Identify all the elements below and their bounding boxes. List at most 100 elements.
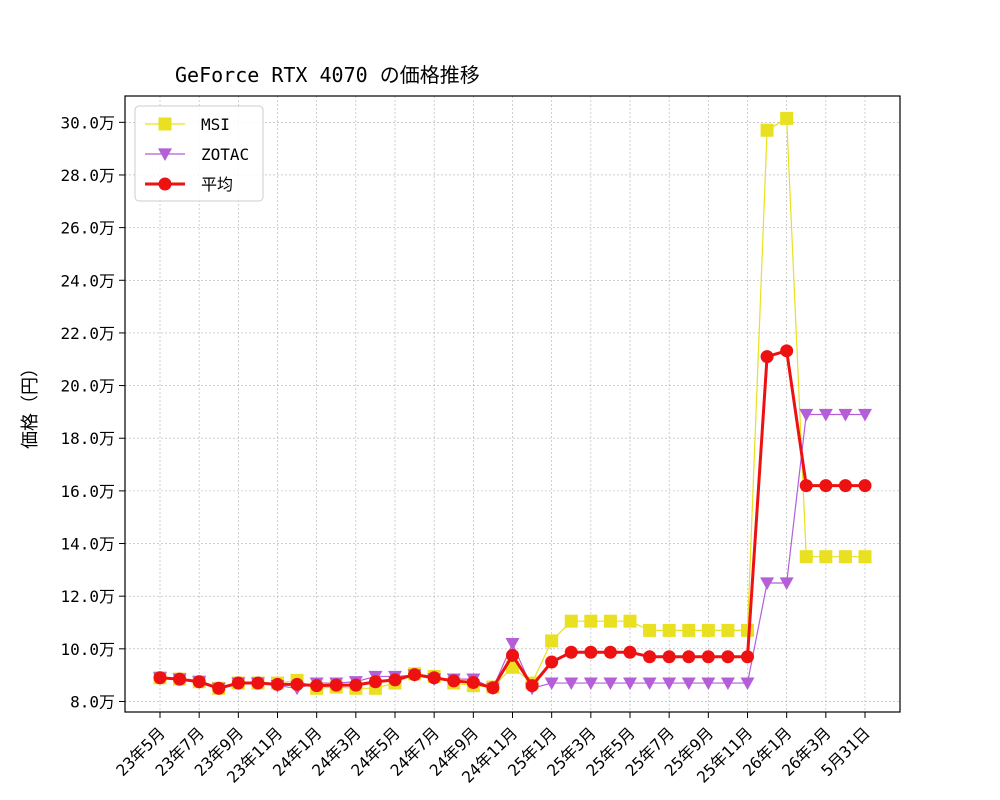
data-point-average (682, 650, 696, 664)
data-point-zotac (505, 637, 520, 651)
data-point-average (408, 668, 422, 682)
data-point-average (486, 681, 500, 695)
legend-swatch-marker (158, 117, 172, 131)
data-point-zotac (818, 408, 833, 422)
data-point-average (525, 679, 539, 693)
y-tick-label: 30.0万 (60, 113, 115, 132)
chart-title: GeForce RTX 4070 の価格推移 (175, 63, 480, 87)
data-point-average (290, 677, 304, 691)
y-tick-label: 8.0万 (70, 692, 115, 711)
data-point-average (231, 676, 245, 690)
legend-item-msi: MSI (145, 115, 230, 134)
data-point-average (271, 677, 284, 691)
y-tick-label: 12.0万 (60, 587, 115, 606)
data-point-msi (819, 550, 833, 564)
data-point-msi (623, 614, 637, 628)
data-point-msi (701, 623, 715, 637)
data-point-zotac (583, 677, 598, 691)
data-point-msi (780, 111, 794, 125)
data-point-average (251, 676, 265, 690)
data-point-average (427, 671, 441, 685)
data-point-average (506, 648, 519, 662)
data-point-zotac (799, 408, 814, 422)
legend-label: MSI (201, 115, 230, 134)
data-point-msi (799, 550, 813, 564)
data-point-msi (662, 623, 676, 637)
data-point-msi (545, 634, 559, 648)
data-point-average (192, 675, 206, 689)
data-point-average (701, 650, 715, 664)
data-point-msi (564, 614, 578, 628)
data-point-average (310, 679, 324, 693)
y-tick-label: 26.0万 (60, 219, 115, 238)
data-point-average (623, 645, 637, 659)
series-layer (153, 111, 872, 696)
data-point-average (603, 645, 617, 659)
data-point-average (388, 673, 402, 687)
grid (125, 96, 900, 712)
legend-label: 平均 (201, 175, 233, 194)
y-tick-label: 18.0万 (60, 429, 115, 448)
data-point-msi (506, 660, 519, 674)
legend-swatch-marker (158, 148, 172, 161)
legend: MSI ZOTAC 平均 (134, 105, 264, 202)
data-point-average (153, 671, 167, 685)
data-point-zotac (623, 677, 637, 691)
data-point-msi (858, 550, 872, 564)
data-point-msi (721, 623, 735, 637)
data-point-zotac (720, 677, 735, 691)
data-point-zotac (662, 677, 677, 691)
data-point-average (662, 650, 676, 664)
legend-swatch-marker (158, 177, 172, 191)
data-point-msi (643, 623, 657, 637)
data-point-msi (838, 550, 852, 564)
y-axis: 8.0万 10.0万 12.0万 14.0万 16.0万 18.0万 20.0万 22.0万 2… (60, 113, 125, 711)
data-point-average (760, 350, 774, 364)
data-point-zotac (858, 408, 872, 422)
data-point-average (368, 675, 382, 689)
data-point-average (349, 678, 363, 692)
data-point-average (173, 672, 187, 686)
data-point-average (780, 344, 794, 358)
data-point-average (643, 650, 657, 664)
y-tick-label: 20.0万 (60, 377, 115, 396)
data-point-average (858, 479, 872, 493)
data-point-average (721, 650, 735, 664)
data-point-zotac (779, 577, 794, 591)
data-point-average (741, 650, 754, 664)
data-point-average (584, 645, 598, 659)
y-tick-label: 14.0万 (60, 535, 115, 554)
legend-item-average: 平均 (145, 175, 233, 194)
data-point-average (466, 676, 480, 690)
y-tick-label: 24.0万 (60, 271, 115, 290)
data-point-msi (603, 614, 617, 628)
data-point-zotac (740, 677, 755, 691)
data-point-msi (760, 123, 774, 137)
data-point-average (838, 479, 852, 493)
data-point-zotac (544, 677, 559, 691)
data-point-average (799, 479, 813, 493)
data-point-average (545, 655, 559, 669)
y-tick-label: 22.0万 (60, 324, 115, 343)
y-tick-label: 10.0万 (60, 640, 115, 659)
data-point-zotac (564, 677, 579, 691)
series-average (153, 344, 872, 695)
data-point-zotac (603, 677, 618, 691)
data-point-zotac (642, 677, 657, 691)
data-point-average (329, 678, 343, 692)
data-point-zotac (681, 677, 696, 691)
data-point-msi (682, 623, 696, 637)
data-point-zotac (701, 677, 716, 691)
y-tick-label: 28.0万 (60, 166, 115, 185)
legend-label: ZOTAC (201, 145, 249, 164)
data-point-zotac (838, 408, 853, 422)
legend-item-zotac: ZOTAC (145, 145, 249, 164)
data-point-msi (584, 614, 598, 628)
data-point-zotac (760, 577, 775, 591)
y-axis-label: 価格（円） (20, 359, 41, 449)
data-point-average (447, 674, 461, 688)
data-point-average (564, 645, 578, 659)
data-point-average (819, 479, 833, 493)
y-tick-label: 16.0万 (60, 482, 115, 501)
